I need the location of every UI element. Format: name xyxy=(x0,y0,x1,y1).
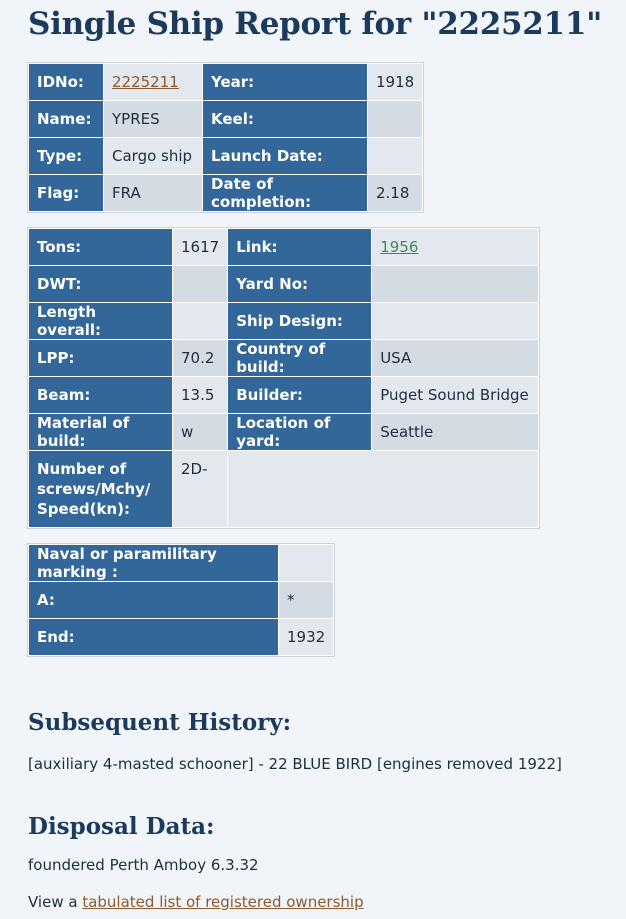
table-row: Tons: 1617 Link: 1956 xyxy=(28,228,540,266)
lpp-value: 70.2 xyxy=(171,339,229,377)
country-of-build-label: Country of build: xyxy=(227,339,373,377)
ownership-line: View a tabulated list of registered owne… xyxy=(28,893,364,911)
page-title: Single Ship Report for "2225211" xyxy=(28,6,602,42)
table-row: Number of screws/Mchy/ Speed(kn): 2D- xyxy=(28,450,540,528)
link-year-link[interactable]: 1956 xyxy=(380,238,419,256)
location-of-yard-value: Seattle xyxy=(371,413,540,451)
link-label: Link: xyxy=(227,228,373,266)
history-heading: Subsequent History: xyxy=(28,709,292,736)
table-row: End: 1932 xyxy=(28,618,335,656)
link-value: 1956 xyxy=(371,228,540,266)
completion-label: Date of completion: xyxy=(202,174,368,212)
naval-marking-table: Naval or paramilitary marking : A: * End… xyxy=(26,543,336,657)
completion-value: 2.18 xyxy=(366,174,424,212)
length-overall-value xyxy=(171,302,229,340)
ship-design-label: Ship Design: xyxy=(227,302,373,340)
type-label: Type: xyxy=(28,137,104,175)
keel-value xyxy=(366,100,424,138)
year-value: 1918 xyxy=(366,63,424,101)
dwt-label: DWT: xyxy=(28,265,173,303)
ownership-link[interactable]: tabulated list of registered ownership xyxy=(82,893,364,911)
table-row: IDNo: 2225211 Year: 1918 xyxy=(28,63,424,101)
end-value: 1932 xyxy=(277,618,335,656)
ship-design-value xyxy=(371,302,540,340)
country-of-build-value: USA xyxy=(371,339,540,377)
table-row: Length overall: Ship Design: xyxy=(28,302,540,340)
keel-label: Keel: xyxy=(202,100,368,138)
yard-no-value xyxy=(371,265,540,303)
screws-value: 2D- xyxy=(171,450,229,528)
table-row: Flag: FRA Date of completion: 2.18 xyxy=(28,174,424,212)
dwt-value xyxy=(171,265,229,303)
naval-marking-value xyxy=(277,544,335,582)
flag-label: Flag: xyxy=(28,174,104,212)
idno-value: 2225211 xyxy=(103,63,203,101)
table-row: Type: Cargo ship Launch Date: xyxy=(28,137,424,175)
history-text: [auxiliary 4-masted schooner] - 22 BLUE … xyxy=(28,755,562,773)
idno-label: IDNo: xyxy=(28,63,104,101)
material-value: w xyxy=(171,413,229,451)
name-label: Name: xyxy=(28,100,104,138)
table-row: LPP: 70.2 Country of build: USA xyxy=(28,339,540,377)
table-row: Name: YPRES Keel: xyxy=(28,100,424,138)
material-label: Material of build: xyxy=(28,413,173,451)
table-row: Material of build: w Location of yard: S… xyxy=(28,413,540,451)
tons-value: 1617 xyxy=(171,228,229,266)
a-label: A: xyxy=(28,581,279,619)
a-value: * xyxy=(277,581,335,619)
name-value: YPRES xyxy=(103,100,203,138)
tons-label: Tons: xyxy=(28,228,173,266)
beam-value: 13.5 xyxy=(171,376,229,414)
year-label: Year: xyxy=(202,63,368,101)
ship-dimensions-table: Tons: 1617 Link: 1956 DWT: Yard No: Leng… xyxy=(26,227,541,529)
type-value: Cargo ship xyxy=(103,137,203,175)
builder-value: Puget Sound Bridge xyxy=(371,376,540,414)
builder-label: Builder: xyxy=(227,376,373,414)
table-row: Beam: 13.5 Builder: Puget Sound Bridge xyxy=(28,376,540,414)
end-label: End: xyxy=(28,618,279,656)
launch-date-value xyxy=(366,137,424,175)
disposal-heading: Disposal Data: xyxy=(28,813,215,840)
disposal-text: foundered Perth Amboy 6.3.32 xyxy=(28,856,259,874)
ship-identity-table: IDNo: 2225211 Year: 1918 Name: YPRES Kee… xyxy=(26,62,425,213)
empty-cell xyxy=(227,450,540,528)
flag-value: FRA xyxy=(103,174,203,212)
screws-label: Number of screws/Mchy/ Speed(kn): xyxy=(28,450,173,528)
yard-no-label: Yard No: xyxy=(227,265,373,303)
lpp-label: LPP: xyxy=(28,339,173,377)
location-of-yard-label: Location of yard: xyxy=(227,413,373,451)
idno-link[interactable]: 2225211 xyxy=(112,73,179,91)
ownership-prefix: View a xyxy=(28,893,83,911)
beam-label: Beam: xyxy=(28,376,173,414)
table-row: A: * xyxy=(28,581,335,619)
naval-marking-label: Naval or paramilitary marking : xyxy=(28,544,279,582)
length-overall-label: Length overall: xyxy=(28,302,173,340)
table-row: DWT: Yard No: xyxy=(28,265,540,303)
table-row: Naval or paramilitary marking : xyxy=(28,544,335,582)
launch-date-label: Launch Date: xyxy=(202,137,368,175)
